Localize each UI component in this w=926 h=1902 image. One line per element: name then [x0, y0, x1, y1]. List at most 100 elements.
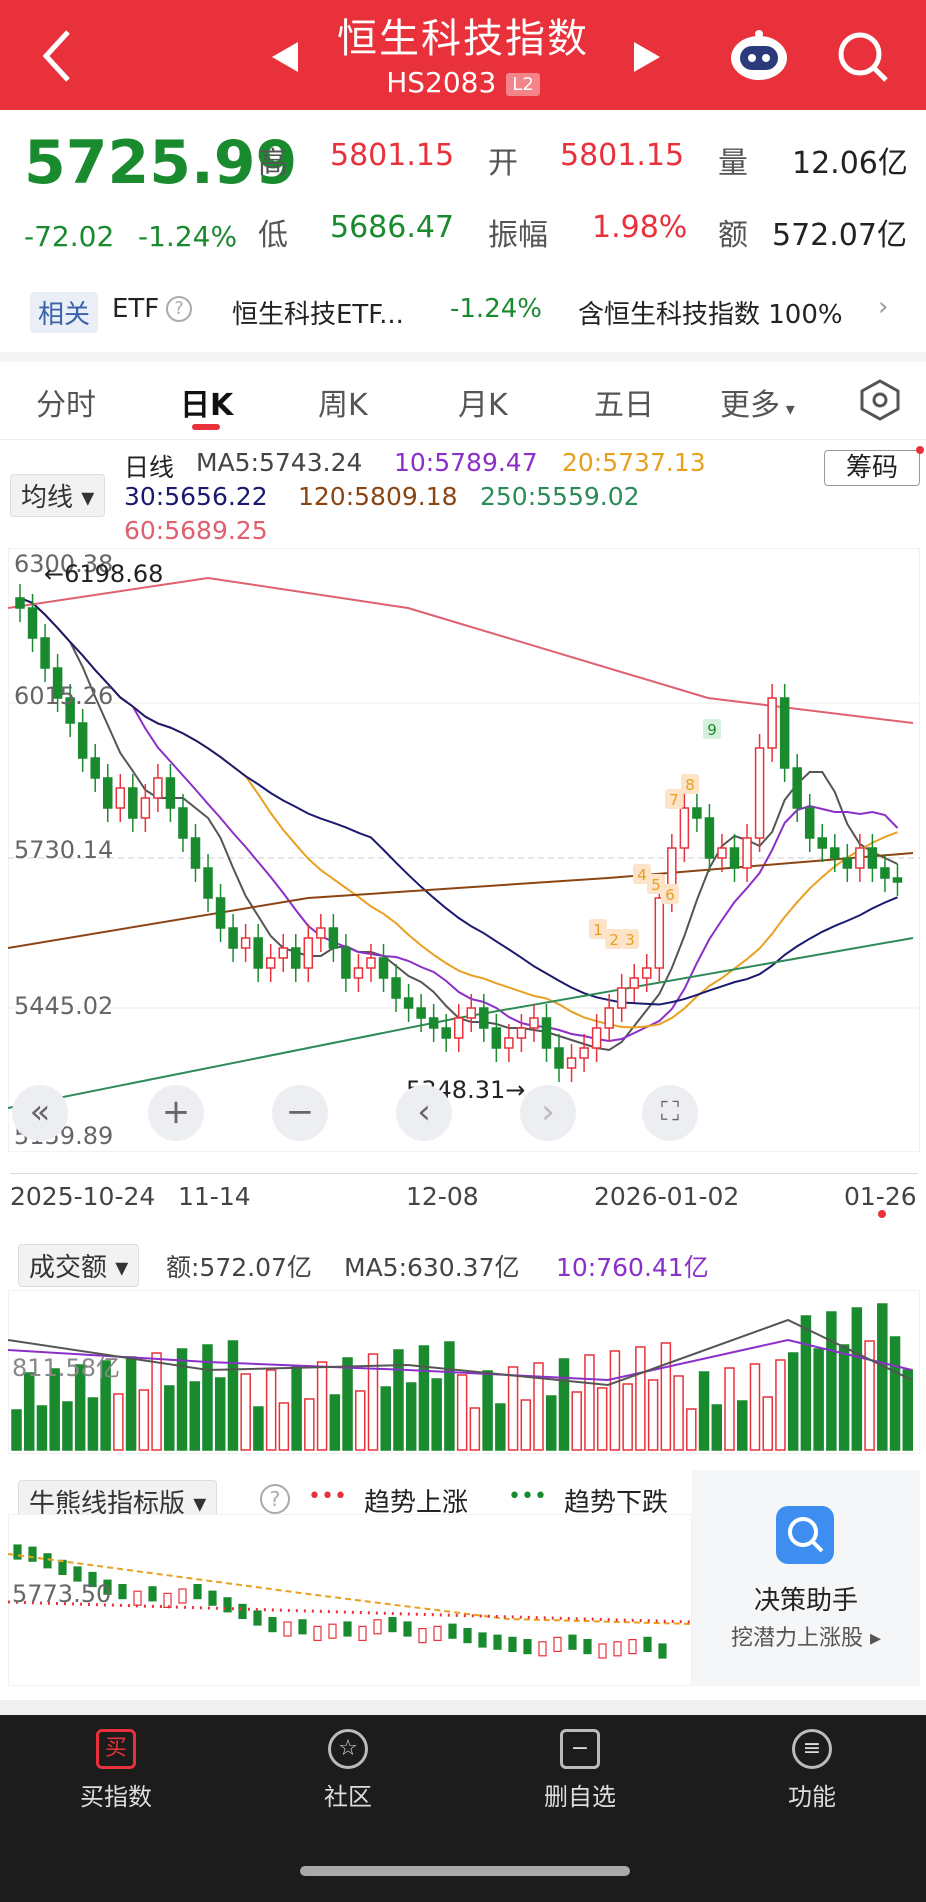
nav-remove-label: 删自选	[544, 1783, 616, 1811]
decision-assistant-card[interactable]: 决策助手 挖潜力上涨股 ▸	[692, 1470, 920, 1686]
tab-daily[interactable]: 日K	[180, 388, 234, 423]
volume-bar	[622, 1383, 633, 1451]
volume-label: 量	[718, 146, 748, 181]
seq-mark-bg	[703, 719, 721, 739]
volume-bar	[393, 1349, 404, 1451]
notification-dot	[916, 446, 924, 454]
candle-body	[516, 1027, 527, 1039]
etf-label: ETF	[112, 294, 160, 324]
bb-candle	[403, 1621, 412, 1637]
trend-down-label: 趋势下跌	[564, 1488, 669, 1518]
volume-bar	[660, 1342, 672, 1451]
prev-stock-icon[interactable]	[270, 40, 300, 78]
date-2: 11-14	[178, 1182, 251, 1211]
volume-bar-chart[interactable]	[8, 1290, 920, 1454]
nav-community[interactable]: ☆ 社区	[278, 1729, 418, 1812]
seq-mark-label: 5	[651, 876, 661, 894]
tab-five-day[interactable]: 五日	[594, 388, 654, 423]
volume-bar	[189, 1381, 201, 1451]
trend-down-dots: •••	[508, 1484, 547, 1509]
tab-monthly[interactable]: 月K	[458, 388, 508, 423]
candle-body	[591, 1027, 602, 1049]
seq-mark-bg	[681, 774, 699, 794]
indicator-select-ma[interactable]: 均线 ▾	[10, 474, 106, 517]
volume-bar	[762, 1396, 773, 1451]
chip-button[interactable]: 筹码	[824, 450, 920, 486]
volume-bar	[138, 1389, 150, 1451]
candle-body	[842, 857, 853, 869]
volume-bar	[329, 1394, 341, 1451]
search-icon[interactable]	[836, 30, 890, 88]
volume-bar	[482, 1370, 493, 1451]
volume-bar	[355, 1390, 366, 1451]
candle-body	[629, 977, 639, 989]
volume-bar	[405, 1382, 417, 1451]
scroll-left-icon[interactable]: ‹	[396, 1085, 452, 1141]
tab-weekly[interactable]: 周K	[318, 388, 368, 423]
candle-body	[779, 697, 790, 769]
settings-hexagon-icon[interactable]	[858, 378, 902, 430]
period-label: 日线	[124, 453, 175, 482]
chevron-right-icon[interactable]: ›	[878, 292, 889, 322]
open-value: 5801.15	[560, 138, 685, 173]
candle-body	[604, 1007, 614, 1029]
volume-bar	[456, 1374, 468, 1451]
related-etf-bar[interactable]: 相关 ETF ? 恒生科技ETF... -1.24% 含恒生科技指数 100% …	[0, 278, 926, 348]
tab-more[interactable]: 更多 ▾	[720, 388, 795, 423]
indicator-select-amount[interactable]: 成交额 ▾	[18, 1244, 140, 1287]
volume-bar	[596, 1387, 608, 1451]
candle-body	[291, 947, 301, 969]
candle-body	[403, 997, 414, 1009]
nav-remove-watchlist[interactable]: − 删自选	[510, 1729, 650, 1812]
y-tick-mid: 5730.14	[14, 836, 114, 864]
candle-body	[792, 767, 802, 809]
candle-body	[128, 787, 138, 819]
candle-body	[504, 1037, 514, 1049]
nav-buy-index[interactable]: 买买指数	[46, 1729, 186, 1812]
candle-body	[692, 807, 702, 819]
help-icon[interactable]: ?	[166, 296, 192, 322]
amount-label: 额	[718, 218, 748, 253]
next-stock-icon[interactable]	[632, 40, 662, 78]
scroll-right-icon[interactable]: ›	[520, 1085, 576, 1141]
bb-candle	[73, 1566, 82, 1582]
candle-body	[391, 977, 401, 999]
nav-functions[interactable]: ≡ 功能	[742, 1729, 882, 1812]
bb-candle	[13, 1544, 22, 1560]
candle-body	[529, 1017, 539, 1029]
candle-body	[378, 957, 389, 979]
bb-candle	[613, 1641, 622, 1657]
bb-candle	[388, 1616, 397, 1633]
volume-bar	[558, 1358, 570, 1451]
volume-bar	[546, 1395, 557, 1451]
candle-body	[566, 1057, 577, 1069]
tab-intraday[interactable]: 分时	[36, 388, 96, 423]
fast-back-icon[interactable]: «	[12, 1085, 68, 1141]
ma-legend-20: 20:5737.13	[562, 448, 706, 477]
back-icon[interactable]	[36, 26, 76, 86]
robot-icon[interactable]	[728, 28, 790, 88]
code-text: HS2083	[386, 66, 497, 99]
candle-body	[830, 847, 840, 859]
bb-candle	[313, 1625, 322, 1642]
bull-bear-chart[interactable]	[8, 1514, 692, 1686]
seq-mark-bg	[633, 864, 651, 884]
fullscreen-icon[interactable]: ⛶	[642, 1085, 698, 1141]
etf-name[interactable]: 恒生科技ETF...	[232, 300, 404, 330]
divider	[0, 352, 926, 362]
level-badge: L2	[506, 72, 540, 96]
candle-body	[867, 847, 878, 869]
assistant-search-icon	[776, 1506, 834, 1564]
bb-candle	[448, 1623, 457, 1639]
y-tick-4: 5445.02	[14, 992, 114, 1020]
help-icon-2[interactable]: ?	[260, 1484, 290, 1514]
assistant-sub-text: 挖潜力上涨股	[730, 1626, 863, 1651]
volume-y-tick: 811.58亿	[12, 1354, 120, 1382]
seq-mark-bg	[589, 919, 607, 939]
candle-body	[215, 897, 226, 929]
zoom-in-icon[interactable]: +	[148, 1085, 204, 1141]
zoom-out-icon[interactable]: −	[272, 1085, 328, 1141]
bb-candle	[283, 1621, 292, 1637]
stock-code: HS2083 L2	[0, 66, 926, 99]
